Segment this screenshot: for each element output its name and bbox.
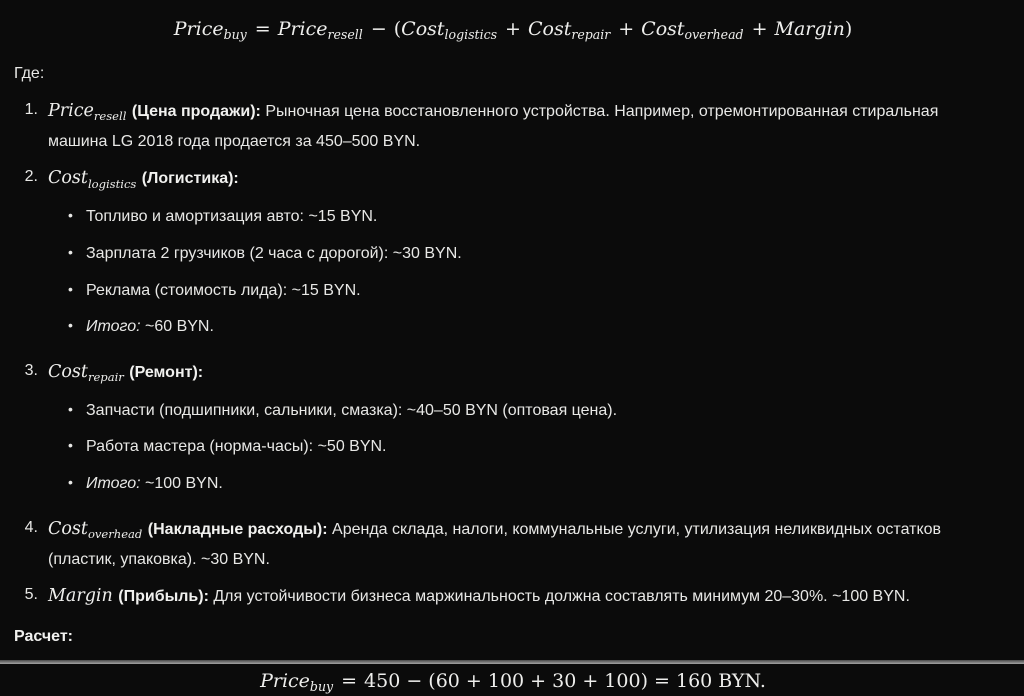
item-number: 1. (24, 101, 38, 119)
bullet-italic: Итого: (86, 475, 141, 493)
bullet-text-value: ~60 BYN. (140, 318, 214, 336)
math-var: Cost (527, 18, 572, 40)
math-subscript: buy (223, 27, 247, 43)
math-operator: − (370, 18, 387, 40)
math-subscript: overhead (87, 527, 143, 542)
item-bold-label: (Прибыль): (118, 588, 209, 606)
bullet-item: • Топливо и амортизация авто: ~15 BYN. (68, 203, 1000, 232)
list-item-margin: 5. Margin (Прибыль): Для устойчивости би… (14, 581, 1012, 613)
bullet-text: Топливо и амортизация авто: ~15 BYN. (86, 203, 377, 232)
bullet-item: • Реклама (стоимость лида): ~15 BYN. (68, 277, 1000, 306)
bullet-list: • Запчасти (подшипники, сальники, смазка)… (68, 397, 1000, 499)
formula-calculation-result: Pricebuy = 450 − (60 + 100 + 30 + 100) = 1… (14, 666, 1012, 696)
item-content: Margin (Прибыль): Для устойчивости бизне… (48, 581, 1000, 613)
formula-buy-price: Pricebuy = Priceresell − (Costlogistics + Cost… (14, 14, 1012, 44)
item-math: Costoverhead (48, 519, 143, 542)
item-math: Costrepair (48, 362, 125, 385)
math-expression: 450 − (60 + 100 + 30 + 100) = 160 BYN. (364, 669, 766, 692)
math-var: Cost (48, 519, 88, 540)
item-number: 5. (24, 586, 38, 604)
math-var: Price (173, 18, 224, 40)
item-content: Costrepair (Ремонт): • Запчасти (подшипни… (48, 357, 1000, 507)
bullet-text: Запчасти (подшипники, сальники, смазка):… (86, 397, 617, 426)
math-subscript: resell (327, 27, 363, 43)
bullet-text: Итого: ~100 BYN. (86, 470, 223, 499)
bullet-marker-icon: • (68, 474, 73, 491)
math-subscript: buy (309, 679, 334, 695)
math-var: Cost (641, 18, 685, 40)
math-var: Margin (48, 586, 113, 607)
item-number: 3. (24, 362, 38, 380)
bullet-text-value: Работа мастера (норма-часы): ~50 BYN. (86, 438, 387, 456)
bullet-text: Работа мастера (норма-часы): ~50 BYN. (86, 433, 387, 462)
math-subscript: logistics (444, 27, 498, 43)
bullet-italic: Итого: (86, 318, 141, 336)
math-var: Price (277, 18, 328, 40)
bullet-text-value: Реклама (стоимость лида): ~15 BYN. (86, 281, 361, 299)
math-var: Cost (48, 362, 88, 383)
math-operator: + (751, 18, 768, 40)
ordered-list: 1. Priceresell (Цена продажи): Рыночная … (14, 96, 1012, 613)
math-var: Price (260, 669, 310, 692)
item-bold-label: (Накладные расходы): (147, 521, 328, 539)
calculation-label: Расчет: (14, 627, 73, 645)
bullet-item: • Итого: ~60 BYN. (68, 313, 1000, 342)
math-var: Margin (774, 18, 845, 40)
bullet-text: Зарплата 2 грузчиков (2 часа с дорогой):… (86, 240, 462, 269)
math-subscript: logistics (87, 176, 137, 191)
list-item-cost-overhead: 4. Costoverhead (Накладные расходы): Аре… (14, 514, 1012, 574)
bullet-text: Реклама (стоимость лида): ~15 BYN. (86, 277, 361, 306)
bullet-item: • Зарплата 2 грузчиков (2 часа с дорогой)… (68, 240, 1000, 269)
item-number: 4. (24, 519, 38, 537)
bullet-list: • Топливо и амортизация авто: ~15 BYN. • З… (68, 203, 1000, 342)
math-var: Cost (401, 18, 445, 40)
item-math: Margin (48, 586, 114, 606)
bottom-edge-divider (0, 660, 1024, 664)
bullet-text-value: ~100 BYN. (140, 475, 223, 493)
math-subscript: overhead (684, 27, 744, 43)
math-paren: ( (393, 18, 402, 40)
math-subscript: repair (571, 27, 611, 43)
bullet-marker-icon: • (68, 206, 73, 223)
bullet-text-value: Топливо и амортизация авто: ~15 BYN. (86, 207, 378, 225)
item-bold-label: (Ремонт): (129, 364, 204, 382)
math-operator: + (505, 18, 521, 40)
item-content: Costlogistics (Логистика): • Топливо и ам… (48, 163, 1000, 350)
item-text: Рыночная цена восстановленного устройств… (48, 103, 939, 150)
math-subscript: repair (87, 370, 124, 385)
bullet-item: • Запчасти (подшипники, сальники, смазка)… (68, 397, 1000, 426)
bullet-marker-icon: • (68, 243, 73, 260)
item-bold-label: (Логистика): (141, 170, 239, 188)
item-bold-label: (Цена продажи): (131, 103, 261, 121)
item-content: Costoverhead (Накладные расходы): Аренда… (48, 514, 1000, 574)
bullet-marker-icon: • (68, 437, 73, 454)
bullet-item: • Работа мастера (норма-часы): ~50 BYN. (68, 433, 1000, 462)
math-operator: = (254, 18, 271, 40)
math-var: Price (48, 101, 94, 122)
list-item-price-resell: 1. Priceresell (Цена продажи): Рыночная … (14, 96, 1012, 156)
math-var: Cost (48, 168, 88, 189)
list-item-cost-repair: 3. Costrepair (Ремонт): • Запчасти (подши… (14, 357, 1012, 507)
bullet-marker-icon: • (68, 400, 73, 417)
where-label: Где: (14, 65, 45, 83)
item-number: 2. (24, 168, 38, 186)
item-content: Priceresell (Цена продажи): Рыночная цен… (48, 96, 1000, 156)
bullet-text-value: Зарплата 2 грузчиков (2 часа с дорогой):… (86, 244, 462, 262)
bullet-item: • Итого: ~100 BYN. (68, 470, 1000, 499)
math-paren: ) (844, 18, 853, 40)
item-text: Для устойчивости бизнеса маржинальность … (213, 588, 910, 606)
bullet-text: Итого: ~60 BYN. (86, 313, 214, 342)
item-math: Priceresell (48, 101, 127, 124)
math-operator: + (618, 18, 635, 40)
bullet-marker-icon: • (68, 317, 73, 334)
bullet-marker-icon: • (68, 280, 73, 297)
math-subscript: resell (93, 109, 127, 124)
math-operator: = (341, 669, 358, 692)
item-text: Аренда склада, налоги, коммунальные услу… (48, 521, 942, 568)
bullet-text-value: Запчасти (подшипники, сальники, смазка):… (86, 401, 618, 419)
list-item-cost-logistics: 2. Costlogistics (Логистика): • Топливо и… (14, 163, 1012, 350)
item-math: Costlogistics (48, 168, 137, 191)
